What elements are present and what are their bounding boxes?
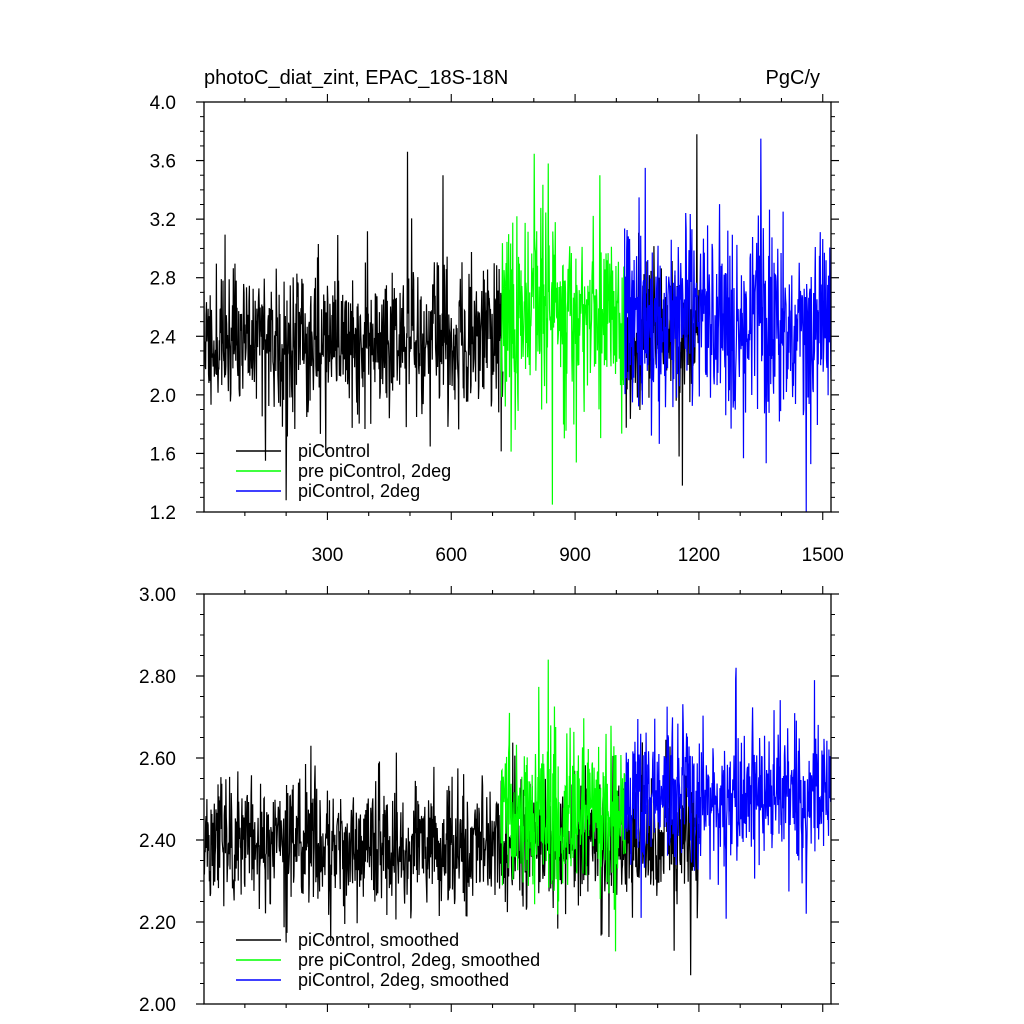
legend-label: pre piControl, 2deg [298, 461, 451, 481]
legend-label: piControl [298, 441, 370, 461]
top-series-group [204, 134, 831, 512]
top-title: photoC_diat_zint, EPAC_18S-18N [204, 67, 508, 89]
top-panel: photoC_diat_zint, EPAC_18S-18N PgC/y 1.2… [150, 67, 844, 566]
top-units: PgC/y [766, 67, 820, 89]
x-tick-label: 300 [312, 545, 344, 566]
y-tick-label: 2.4 [150, 327, 177, 348]
y-tick-label: 2.60 [139, 749, 176, 770]
y-tick-label: 4.0 [150, 93, 176, 114]
y-tick-label: 2.00 [139, 995, 176, 1016]
legend-label: piControl, 2deg [298, 481, 420, 501]
y-tick-label: 3.6 [150, 152, 176, 173]
x-tick-label: 600 [435, 545, 467, 566]
y-tick-label: 2.20 [139, 913, 176, 934]
series-line-2 [500, 153, 627, 505]
series-line-3 [624, 138, 831, 512]
y-tick-label: 3.2 [150, 210, 176, 231]
y-tick-label: 1.2 [150, 503, 176, 524]
y-tick-label: 2.8 [150, 269, 176, 290]
bottom-series-group [204, 659, 831, 976]
x-tick-label: 1200 [678, 545, 720, 566]
bottom-panel: 2.00 2.20 2.40 2.60 2.80 3.00 piControl, smoo… [139, 585, 839, 1016]
series-line-3 [624, 667, 831, 919]
series-line-2 [500, 659, 627, 952]
y-tick-label: 2.40 [139, 831, 176, 852]
y-tick-label: 3.00 [139, 585, 176, 606]
top-axes: 1.2 1.6 2.0 2.4 2.8 3.2 3.6 4.0 300 600 900 1200 150… [150, 93, 844, 566]
y-tick-label: 2.0 [150, 386, 176, 407]
x-tick-label: 900 [559, 545, 591, 566]
y-tick-label: 2.80 [139, 667, 176, 688]
bottom-axes: 2.00 2.20 2.40 2.60 2.80 3.00 [139, 585, 839, 1016]
series-line-1-part1 [204, 151, 504, 501]
legend-label: piControl, smoothed [298, 930, 459, 950]
x-tick-label: 1500 [802, 545, 844, 566]
y-tick-label: 1.6 [150, 444, 176, 465]
legend-label: piControl, 2deg, smoothed [298, 970, 509, 990]
series-line-1 [204, 739, 700, 976]
legend-label: pre piControl, 2deg, smoothed [298, 950, 540, 970]
